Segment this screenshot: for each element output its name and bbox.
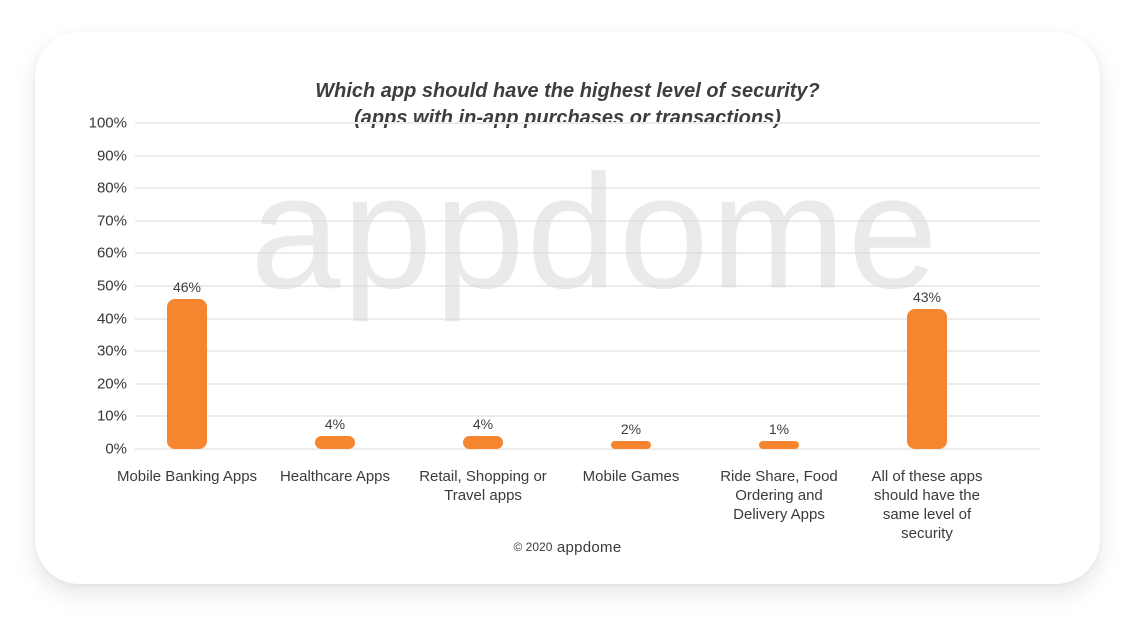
bar [167, 299, 207, 449]
bar-column: 4% [409, 123, 557, 449]
gridline [135, 187, 1040, 190]
y-tick-label: 0% [105, 440, 127, 458]
bar-value-label: 4% [472, 415, 494, 432]
chart-title: Which app should have the highest level … [315, 80, 820, 102]
bar-column: 43% [853, 123, 1001, 449]
y-tick-label: 40% [96, 310, 127, 328]
x-axis-category-label: All of these apps should have the same l… [871, 468, 983, 542]
gridline [135, 154, 1040, 157]
bar [759, 441, 799, 449]
gridline [135, 448, 1040, 450]
bar-column: 46% [113, 123, 261, 449]
x-axis-category-label: Mobile Banking Apps [116, 468, 258, 485]
gridline [135, 219, 1040, 222]
bar [463, 435, 503, 449]
x-axis-category-label: Mobile Games [582, 468, 680, 485]
gridline [135, 317, 1040, 320]
bars-container: 46% 4% 4% 2% 1% 43% [113, 123, 1001, 449]
y-tick-label: 20% [96, 375, 127, 393]
y-tick-label: 100% [88, 114, 127, 132]
bar-value-label: 2% [620, 421, 642, 437]
bar-value-label: 4% [324, 415, 346, 432]
gridline [135, 382, 1040, 385]
y-tick-label: 50% [96, 277, 127, 295]
gridline [135, 350, 1040, 353]
gridline [135, 285, 1040, 287]
bar-value-label: 43% [912, 288, 942, 305]
y-tick-label: 90% [96, 147, 127, 165]
x-axis-category-label: Healthcare Apps [279, 468, 391, 485]
y-tick-label: 70% [96, 212, 127, 230]
gridline [135, 415, 1040, 418]
y-tick-label: 60% [96, 244, 127, 262]
y-tick-label: 10% [96, 407, 127, 425]
x-axis-labels: Mobile Banking Apps Healthcare Apps Retail… [113, 467, 1001, 543]
bar-column: 2% [557, 123, 705, 449]
x-axis-category-label: Ride Share, Food Ordering and Delivery A… [720, 468, 838, 523]
bar [611, 441, 651, 449]
chart-card: Which app should have the highest level … [35, 32, 1100, 584]
x-axis-category-label: Retail, Shopping or Travel apps [419, 468, 547, 504]
gridline [135, 252, 1040, 255]
bar [315, 435, 355, 449]
bar [907, 308, 947, 449]
y-tick-label: 30% [96, 342, 127, 360]
footer: © 2020 appdome [35, 539, 1100, 557]
bar-column: 1% [705, 123, 853, 449]
bar-value-label: 1% [768, 421, 790, 437]
gridline [135, 122, 1040, 124]
bar-column: 4% [261, 123, 409, 449]
appdome-logo-text: appdome [556, 539, 622, 556]
y-tick-label: 80% [96, 179, 127, 197]
bar-value-label: 46% [172, 279, 202, 296]
copyright-text: © 2020 [513, 540, 553, 554]
